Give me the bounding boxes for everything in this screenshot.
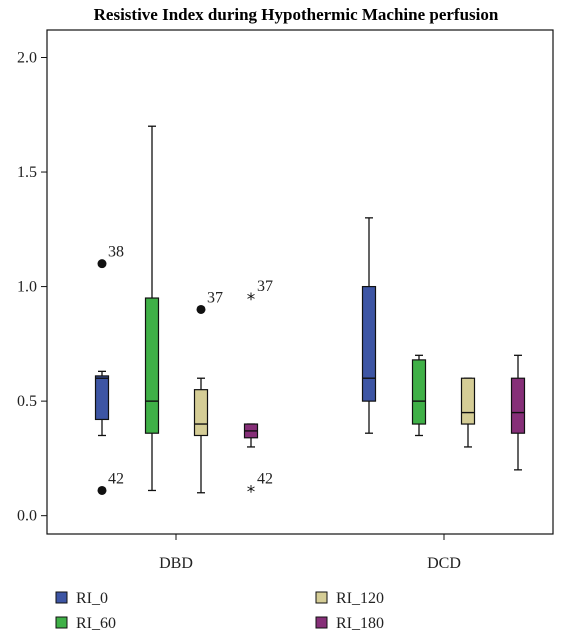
outlier-point	[97, 259, 107, 269]
legend-swatch-RI_60	[55, 616, 68, 629]
y-tick-label: 1.0	[17, 279, 37, 296]
box-RI_0-DCD	[361, 217, 377, 434]
box-RI_180-DCD	[510, 354, 526, 471]
x-category-label: DCD	[427, 555, 461, 572]
box-RI_60-DCD	[411, 354, 427, 437]
x-axis: DBD DCD	[159, 534, 461, 572]
extreme-point: *	[247, 290, 256, 310]
box-RI_60-DBD	[144, 125, 160, 492]
box-iqr	[460, 377, 476, 425]
outlier-label: 42	[108, 470, 124, 487]
legend: RI_0 RI_60 RI_120 RI_180	[55, 590, 384, 632]
box-RI_180-DBD: *37*42	[243, 278, 273, 502]
legend-label: RI_0	[76, 590, 108, 607]
chart-title: Resistive Index during Hypothermic Machi…	[94, 5, 499, 24]
x-category-label: DBD	[159, 555, 193, 572]
outlier-label: 38	[108, 244, 124, 261]
y-tick-label: 0.0	[17, 508, 37, 525]
legend-swatch-RI_120	[315, 591, 328, 604]
box-iqr	[510, 377, 526, 434]
box-RI_0-DBD: 38 42	[94, 244, 124, 495]
y-tick-label: 2.0	[17, 49, 37, 66]
legend-swatch-RI_180	[315, 616, 328, 629]
outlier-point	[97, 485, 107, 495]
outlier-point	[196, 304, 206, 314]
outlier-label: 37	[207, 289, 223, 306]
outlier-label: 42	[257, 470, 273, 487]
y-tick-label: 1.5	[17, 164, 37, 181]
legend-swatch-RI_0	[55, 591, 68, 604]
box-RI_120-DBD: 37	[193, 289, 223, 494]
y-axis: 0.0 0.5 1.0 1.5 2.0	[17, 49, 47, 525]
extreme-point: *	[247, 482, 256, 502]
legend-label: RI_180	[336, 615, 384, 632]
box-iqr	[361, 285, 377, 402]
box-RI_120-DCD	[460, 377, 476, 448]
box-iqr	[144, 297, 160, 434]
outlier-label: 37	[257, 278, 273, 295]
box-iqr	[411, 359, 427, 425]
box-iqr	[193, 389, 209, 437]
y-tick-label: 0.5	[17, 393, 37, 410]
plot-frame	[46, 29, 554, 535]
legend-label: RI_120	[336, 590, 384, 607]
legend-label: RI_60	[76, 615, 116, 632]
box-iqr	[94, 375, 110, 421]
